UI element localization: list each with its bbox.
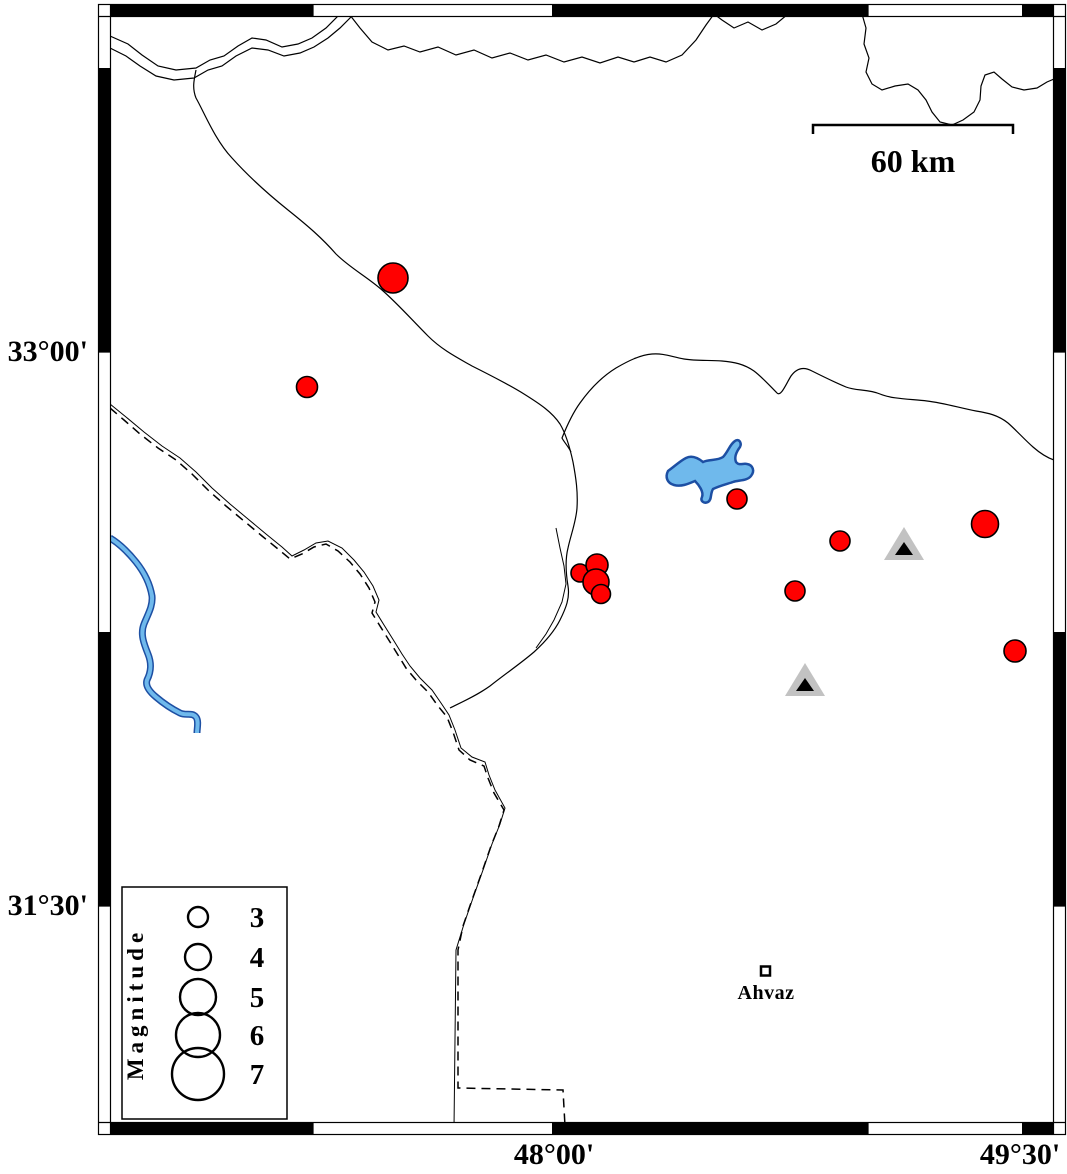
epicenter-marker	[1003, 639, 1027, 663]
city-square-marker	[759, 965, 772, 977]
epicenter-marker	[377, 262, 409, 294]
city-group: Ahvaz	[738, 965, 795, 1004]
legend-title: Magnitude	[123, 928, 148, 1080]
frame-corner-separators	[98, 4, 1066, 1135]
river-line-northwest-upper	[110, 17, 338, 71]
legend-magnitude-circle	[170, 1046, 226, 1102]
scale-bar-line	[811, 123, 1015, 134]
legend-magnitude-circle	[178, 977, 218, 1017]
epicenter-marker	[784, 580, 806, 602]
longitude-labels: 48°00' 49°30'	[514, 1138, 1060, 1171]
legend-numbers: 3 4 5 6 7	[250, 902, 265, 1091]
river-line-northwest-lower	[110, 17, 352, 81]
epicenter-marker	[295, 375, 319, 399]
city-label: Ahvaz	[738, 982, 795, 1004]
legend-magnitude-circle	[183, 942, 213, 972]
river-line-north-middle	[350, 17, 786, 64]
frame-black-segments	[98, 4, 1066, 1135]
border-river-companion	[110, 403, 506, 1123]
legend-magnitude-label: 3	[250, 902, 265, 934]
legend-magnitude-circle	[186, 905, 210, 929]
boundary-line-northeast	[561, 353, 1054, 461]
longitude-label: 48°00'	[514, 1138, 594, 1171]
epicenter-markers	[295, 262, 1027, 663]
longitude-label: 49°30'	[980, 1138, 1060, 1171]
legend-magnitude-label: 6	[250, 1020, 265, 1052]
water-features	[110, 438, 755, 734]
legend-circles	[170, 905, 226, 1102]
station-markers	[785, 527, 924, 696]
latitude-label: 33°00'	[8, 335, 88, 368]
station-triangle-inner	[895, 542, 913, 555]
latitude-labels: 33°00' 31°30'	[8, 335, 88, 922]
epicenter-marker	[590, 583, 612, 605]
river-line-topright	[862, 17, 1054, 126]
river-outline	[110, 534, 202, 734]
legend-magnitude-label: 7	[250, 1059, 265, 1091]
river-line-diagonal	[193, 69, 578, 709]
map-content: 60 km Ahvaz Magnitude 3 4 5 6 7	[110, 17, 1054, 1123]
magnitude-legend: Magnitude 3 4 5 6 7	[121, 886, 288, 1120]
line-features	[110, 17, 1054, 1123]
legend-magnitude-circle	[174, 1011, 222, 1059]
lake	[665, 438, 755, 504]
river-fill	[110, 536, 200, 734]
dashed-border	[110, 407, 566, 1123]
epicenter-marker	[726, 488, 748, 510]
legend-magnitude-label: 4	[250, 942, 265, 974]
epicenter-marker	[970, 509, 1000, 539]
legend-magnitude-label: 5	[250, 982, 265, 1014]
station-triangle-inner	[796, 678, 814, 691]
epicenter-marker	[829, 530, 851, 552]
scale-bar: 60 km	[811, 123, 1015, 179]
map-frame	[97, 3, 1067, 1136]
river-line-cluster-branch	[535, 527, 567, 649]
scale-bar-label: 60 km	[871, 143, 956, 179]
latitude-label: 31°30'	[8, 889, 88, 922]
